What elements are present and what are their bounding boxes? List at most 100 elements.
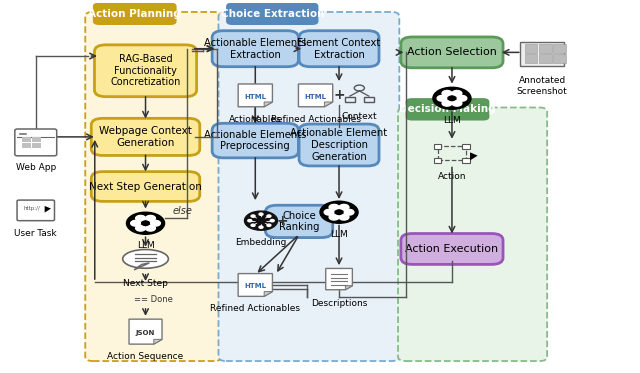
Polygon shape (264, 102, 273, 107)
Circle shape (442, 91, 452, 96)
Circle shape (259, 226, 263, 228)
Polygon shape (470, 152, 477, 160)
Text: Choice Extraction: Choice Extraction (221, 9, 324, 19)
Text: RAG-Based
Functionality
Concretization: RAG-Based Functionality Concretization (110, 54, 180, 87)
Circle shape (339, 214, 349, 220)
FancyBboxPatch shape (15, 129, 57, 156)
FancyBboxPatch shape (218, 12, 399, 361)
FancyBboxPatch shape (92, 118, 200, 156)
FancyBboxPatch shape (401, 233, 503, 264)
Bar (434, 144, 442, 149)
Text: HTML: HTML (244, 283, 266, 289)
Text: Descriptions: Descriptions (311, 299, 367, 308)
Circle shape (248, 220, 252, 222)
FancyBboxPatch shape (299, 31, 379, 67)
FancyBboxPatch shape (406, 98, 490, 120)
Bar (22, 137, 31, 142)
Text: +: + (333, 88, 345, 102)
Circle shape (448, 96, 456, 100)
Text: Action Sequence: Action Sequence (108, 352, 184, 361)
Bar (463, 158, 470, 163)
Text: http://: http:// (24, 206, 40, 211)
Text: Embedding: Embedding (236, 238, 287, 247)
Circle shape (145, 216, 156, 221)
Bar (434, 158, 442, 163)
FancyBboxPatch shape (299, 124, 379, 166)
Ellipse shape (123, 250, 168, 268)
Text: LLM: LLM (330, 230, 348, 239)
Text: Actionables: Actionables (229, 115, 282, 124)
Bar (364, 97, 374, 102)
Circle shape (324, 209, 334, 215)
Polygon shape (238, 84, 273, 107)
Text: LLM: LLM (137, 241, 154, 250)
Circle shape (329, 214, 339, 220)
FancyBboxPatch shape (398, 107, 547, 361)
Circle shape (452, 100, 462, 106)
Polygon shape (346, 286, 353, 290)
Circle shape (339, 204, 349, 210)
Circle shape (437, 95, 447, 101)
Circle shape (270, 220, 274, 222)
FancyBboxPatch shape (85, 12, 221, 361)
Circle shape (256, 218, 266, 223)
Polygon shape (264, 292, 273, 297)
FancyBboxPatch shape (266, 205, 333, 238)
FancyBboxPatch shape (212, 31, 298, 67)
Text: Element Context
Extraction: Element Context Extraction (298, 38, 381, 60)
Circle shape (267, 215, 271, 217)
Bar (22, 143, 31, 148)
Text: +: + (276, 214, 288, 228)
Bar (32, 137, 41, 142)
Text: Actionable Elements
Preprocessing: Actionable Elements Preprocessing (204, 130, 307, 151)
Text: Action: Action (438, 172, 466, 181)
Polygon shape (326, 269, 353, 290)
Text: Actionable Element
Description
Generation: Actionable Element Description Generatio… (291, 128, 388, 162)
Circle shape (457, 95, 467, 101)
Bar (345, 97, 355, 102)
Circle shape (145, 225, 156, 231)
Circle shape (267, 224, 271, 226)
Text: Annotated
Screenshot: Annotated Screenshot (516, 76, 568, 95)
Polygon shape (238, 273, 273, 297)
Text: Refined Actionables: Refined Actionables (211, 304, 300, 313)
FancyBboxPatch shape (212, 123, 298, 158)
Bar (553, 44, 566, 53)
Text: Refined Actionables: Refined Actionables (271, 115, 360, 124)
Circle shape (433, 87, 471, 109)
FancyBboxPatch shape (520, 43, 564, 66)
Polygon shape (134, 263, 149, 270)
Polygon shape (298, 84, 333, 107)
Circle shape (320, 201, 358, 223)
Bar (463, 144, 470, 149)
Polygon shape (45, 206, 51, 213)
Bar (539, 44, 552, 53)
Polygon shape (324, 102, 333, 107)
Circle shape (150, 220, 161, 226)
FancyBboxPatch shape (93, 3, 177, 25)
Bar (32, 143, 41, 148)
Polygon shape (129, 319, 162, 344)
Circle shape (127, 212, 164, 234)
Text: HTML: HTML (305, 94, 326, 100)
Circle shape (335, 210, 343, 214)
Text: Action Planning: Action Planning (88, 9, 181, 19)
FancyBboxPatch shape (401, 37, 503, 68)
Circle shape (344, 209, 354, 215)
Text: Web App: Web App (15, 163, 56, 172)
Text: Action Execution: Action Execution (405, 244, 499, 254)
Bar (539, 54, 552, 63)
Bar (438, 147, 466, 160)
Text: LLM: LLM (443, 116, 461, 125)
FancyBboxPatch shape (92, 172, 200, 201)
Text: Next Step Generation: Next Step Generation (89, 182, 202, 191)
Text: else: else (172, 207, 192, 216)
Text: Decision Making: Decision Making (399, 104, 496, 115)
Circle shape (442, 100, 452, 106)
Circle shape (136, 225, 145, 231)
Circle shape (244, 211, 278, 230)
Bar (525, 44, 538, 53)
Text: Choice
Ranking: Choice Ranking (279, 211, 319, 232)
Text: Action Selection: Action Selection (407, 47, 497, 57)
Circle shape (452, 91, 462, 96)
